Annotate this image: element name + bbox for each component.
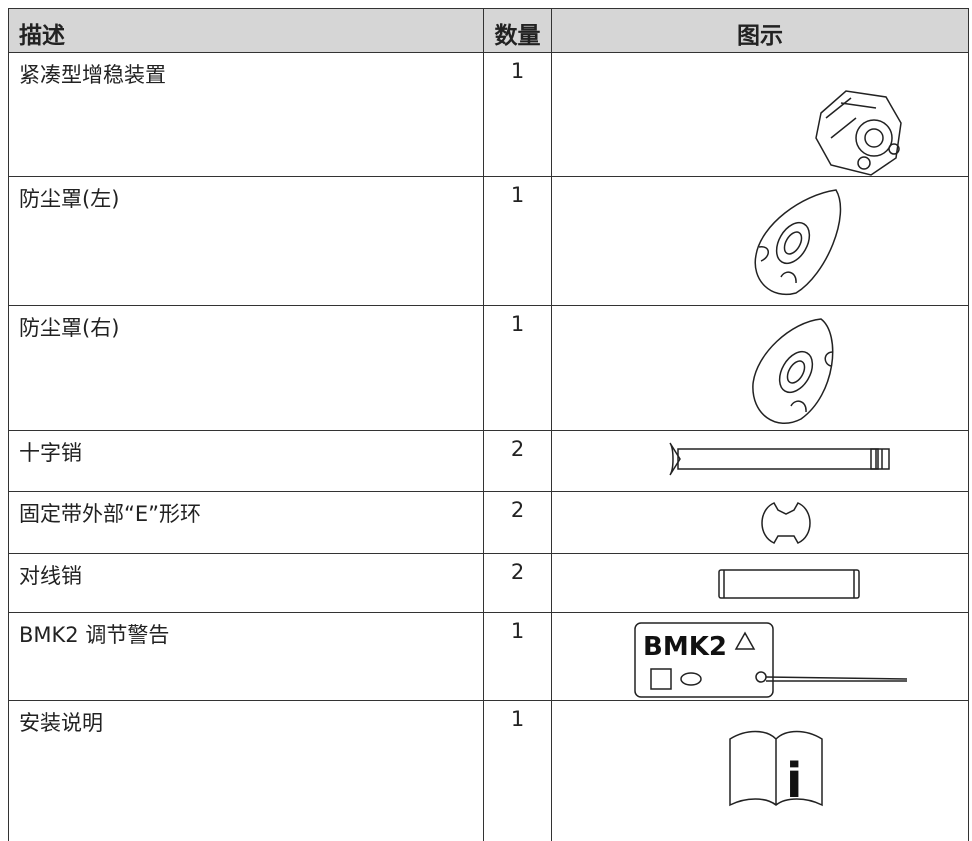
- page: 描述 数量 图示 紧凑型增稳装置 1 防尘罩(左) 1 防尘罩(右) 1 十字销 2 固定带外部“E”…: [8, 8, 969, 841]
- image-cell: [551, 176, 969, 306]
- quantity-cell: 2: [483, 430, 551, 492]
- image-cell: [551, 430, 969, 492]
- illustration: BMK2: [634, 622, 908, 698]
- image-cell: [551, 491, 969, 554]
- illustration: [718, 569, 860, 599]
- description-cell: 安装说明: [8, 700, 483, 841]
- image-cell: [551, 553, 969, 613]
- header-cell: 描述: [8, 8, 483, 53]
- illustration: [669, 442, 890, 476]
- image-cell: [551, 52, 969, 177]
- quantity-cell: 1: [483, 700, 551, 841]
- header-cell: 图示: [551, 8, 969, 53]
- image-cell: i: [551, 700, 969, 841]
- image-cell: BMK2: [551, 612, 969, 701]
- illustration: [752, 318, 834, 424]
- quantity-cell: 1: [483, 52, 551, 177]
- quantity-cell: 2: [483, 491, 551, 554]
- quantity-cell: 1: [483, 612, 551, 701]
- illustration: [815, 90, 902, 176]
- description-cell: 防尘罩(左): [8, 176, 483, 306]
- description-cell: 防尘罩(右): [8, 305, 483, 431]
- quantity-cell: 2: [483, 553, 551, 613]
- description-cell: BMK2 调节警告: [8, 612, 483, 701]
- svg-text:i: i: [786, 753, 802, 809]
- tag-label: BMK2: [643, 632, 727, 662]
- quantity-cell: 1: [483, 305, 551, 431]
- description-cell: 对线销: [8, 553, 483, 613]
- illustration: i: [729, 730, 823, 809]
- header-cell: 数量: [483, 8, 551, 53]
- description-cell: 固定带外部“E”形环: [8, 491, 483, 554]
- quantity-cell: 1: [483, 176, 551, 306]
- illustration: [754, 189, 842, 296]
- description-cell: 十字销: [8, 430, 483, 492]
- image-cell: [551, 305, 969, 431]
- description-cell: 紧凑型增稳装置: [8, 52, 483, 177]
- illustration: [761, 502, 811, 544]
